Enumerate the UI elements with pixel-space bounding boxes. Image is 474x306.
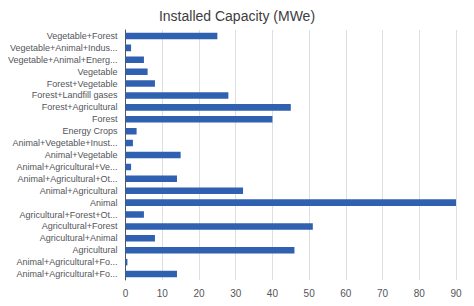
svg-text:Animal+Vegetable+Inust...: Animal+Vegetable+Inust... bbox=[12, 138, 117, 148]
svg-text:40: 40 bbox=[267, 288, 279, 299]
svg-text:Agricultural: Agricultural bbox=[73, 245, 118, 255]
svg-text:Forest+Agricultural: Forest+Agricultural bbox=[42, 102, 118, 112]
svg-text:Animal+Agricultural+Fo...: Animal+Agricultural+Fo... bbox=[17, 269, 118, 279]
svg-text:Forest+Vegetable: Forest+Vegetable bbox=[47, 79, 118, 89]
svg-text:10: 10 bbox=[157, 288, 169, 299]
svg-text:30: 30 bbox=[230, 288, 242, 299]
svg-text:Installed Capacity (MWe): Installed Capacity (MWe) bbox=[159, 8, 315, 24]
svg-text:Animal+Vegetable: Animal+Vegetable bbox=[45, 150, 118, 160]
svg-text:20: 20 bbox=[193, 288, 205, 299]
svg-text:60: 60 bbox=[340, 288, 352, 299]
svg-text:70: 70 bbox=[377, 288, 389, 299]
svg-text:Agricultural+Forest: Agricultural+Forest bbox=[42, 221, 118, 231]
svg-text:Vegetable: Vegetable bbox=[78, 67, 118, 77]
svg-text:80: 80 bbox=[414, 288, 426, 299]
svg-text:0: 0 bbox=[123, 288, 129, 299]
svg-text:Forest: Forest bbox=[92, 114, 118, 124]
svg-text:Vegetable+Animal+Energ...: Vegetable+Animal+Energ... bbox=[8, 55, 118, 65]
svg-text:Animal: Animal bbox=[90, 198, 118, 208]
svg-text:Animal+Agricultural+Ot...: Animal+Agricultural+Ot... bbox=[18, 174, 118, 184]
svg-text:Forest+Landfill gases: Forest+Landfill gases bbox=[32, 90, 118, 100]
svg-text:90: 90 bbox=[450, 288, 462, 299]
svg-text:Vegetable+Forest: Vegetable+Forest bbox=[47, 31, 118, 41]
svg-text:Energy Crops: Energy Crops bbox=[63, 126, 119, 136]
svg-text:Animal+Agricultural: Animal+Agricultural bbox=[40, 186, 118, 196]
svg-text:Animal+Agricultural+Fo...: Animal+Agricultural+Fo... bbox=[17, 257, 118, 267]
svg-text:Vegetable+Animal+Indus...: Vegetable+Animal+Indus... bbox=[10, 43, 118, 53]
svg-text:50: 50 bbox=[304, 288, 316, 299]
svg-text:Agricultural+Animal: Agricultural+Animal bbox=[40, 233, 118, 243]
svg-text:Agricultural+Forest+Ot...: Agricultural+Forest+Ot... bbox=[20, 210, 118, 220]
svg-text:Animal+Agricultural+Ve...: Animal+Agricultural+Ve... bbox=[17, 162, 118, 172]
